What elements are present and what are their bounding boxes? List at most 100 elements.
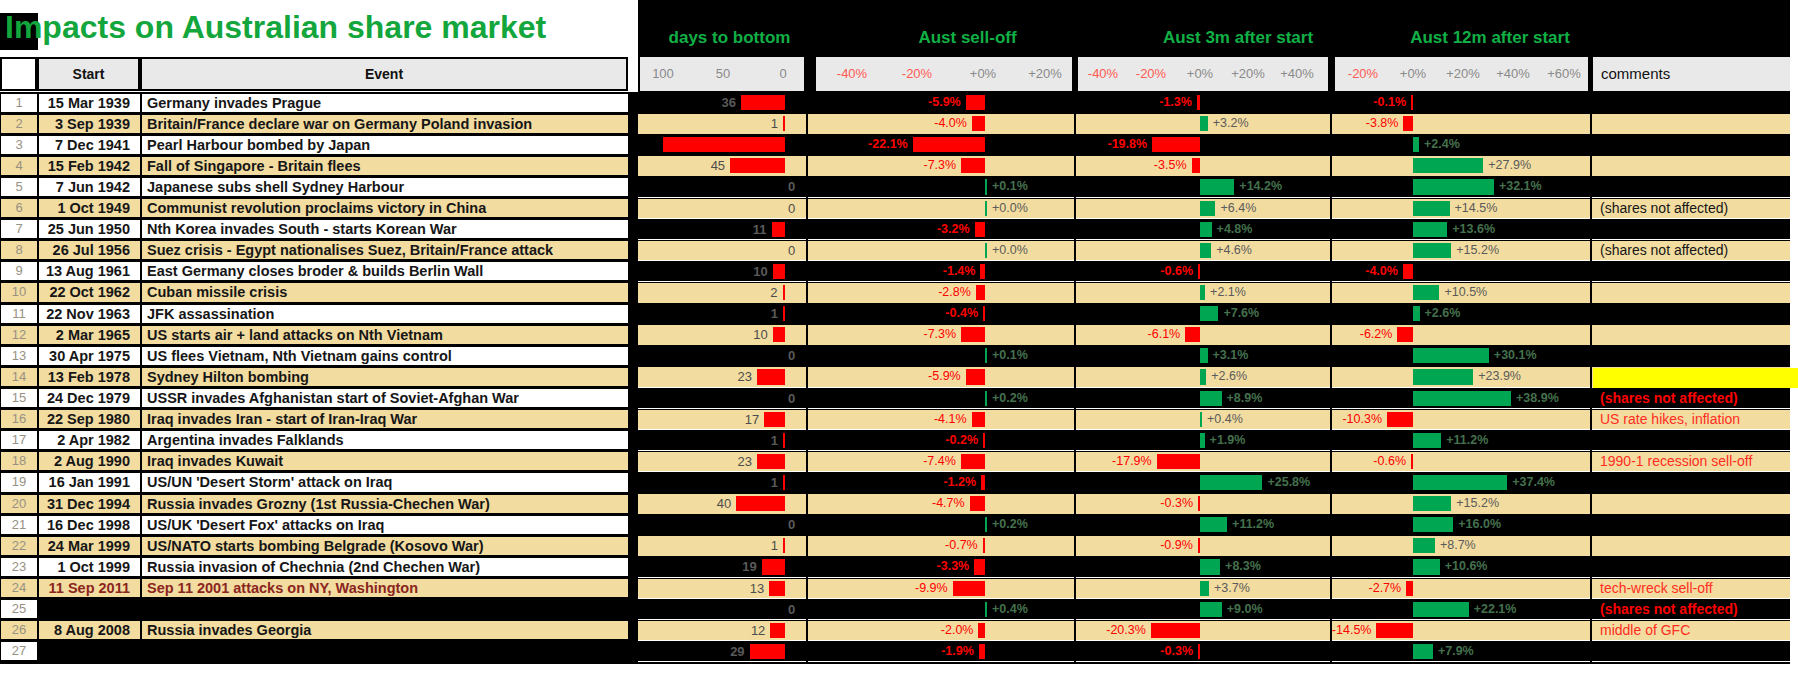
event-cell[interactable]: US starts air + land attacks on Nth Viet… (142, 326, 628, 344)
sell-label: -5.9% (906, 92, 961, 113)
days-label: 17 (719, 409, 759, 430)
table-row: 1122 Nov 1963JFK assassination (0, 303, 638, 324)
m3-label: -0.6% (1138, 261, 1193, 282)
row-number: 24 (1, 579, 37, 597)
comment-cell[interactable]: tech-wreck sell-off (1600, 578, 1795, 599)
comment-cell[interactable]: 1990-1 recession sell-off (1600, 451, 1795, 472)
event-cell[interactable]: Sydney Hilton bombing (142, 368, 628, 386)
m3-label: +14.2% (1239, 176, 1282, 197)
date-cell[interactable]: 15 Mar 1939 (39, 94, 140, 112)
page-title: Impacts on Australian share market (5, 9, 639, 55)
event-cell[interactable]: Japanese subs shell Sydney Harbour (142, 178, 628, 196)
event-cell[interactable]: US/UN 'Desert Storm' attack on Iraq (142, 473, 628, 491)
comment-cell[interactable]: (shares not affected) (1600, 388, 1795, 409)
date-cell[interactable]: 16 Jan 1991 (39, 473, 140, 491)
comment-cell[interactable]: middle of GFC (1600, 620, 1795, 641)
m12-label: +22.1% (1474, 599, 1517, 620)
days-bar (773, 327, 785, 342)
chart-row-band (638, 155, 1790, 176)
sell-bar (985, 179, 987, 194)
event-cell[interactable]: Pearl Harbour bombed by Japan (142, 136, 628, 154)
event-cell[interactable]: Argentina invades Falklands (142, 431, 628, 449)
date-cell[interactable]: 24 Mar 1999 (39, 537, 140, 555)
date-cell[interactable]: 22 Sep 1980 (39, 410, 140, 428)
date-cell[interactable]: 15 Feb 1942 (39, 157, 140, 175)
event-cell[interactable]: Suez crisis - Egypt nationalises Suez, B… (142, 241, 628, 259)
event-cell[interactable]: Fall of Singapore - Britain flees (142, 157, 628, 175)
event-cell[interactable]: East Germany closes broder & builds Berl… (142, 262, 628, 280)
m12-bar (1413, 137, 1419, 152)
event-cell[interactable]: US/UK 'Desert Fox' attacks on Iraq (142, 516, 628, 534)
event-cell[interactable]: Russia invades Georgia (142, 621, 628, 639)
m3-bar (1200, 222, 1212, 237)
date-cell[interactable]: 30 Apr 1975 (39, 347, 140, 365)
header-event: Event (140, 57, 628, 91)
sell-bar (985, 602, 987, 617)
date-cell[interactable]: 2 Mar 1965 (39, 326, 140, 344)
date-cell[interactable]: 1 Oct 1949 (39, 199, 140, 217)
date-cell[interactable]: 22 Oct 1962 (39, 283, 140, 301)
date-cell[interactable]: 25 Jun 1950 (39, 220, 140, 238)
date-cell[interactable]: 31 Dec 1994 (39, 495, 140, 513)
m3-bar (1200, 179, 1234, 194)
days-bar (757, 454, 785, 469)
date-cell[interactable]: 13 Aug 1961 (39, 262, 140, 280)
m3-label: +1.9% (1210, 430, 1246, 451)
date-cell[interactable]: 11 Sep 2011 (39, 579, 140, 597)
days-label: 36 (696, 92, 736, 113)
m12-label: -2.7% (1346, 578, 1401, 599)
date-cell[interactable]: 7 Jun 1942 (39, 178, 140, 196)
event-cell[interactable]: Britain/France declare war on Germany Po… (142, 115, 628, 133)
m12-bar (1413, 644, 1433, 659)
event-cell[interactable]: Nth Korea invades South - starts Korean … (142, 220, 628, 238)
sell-label: +0.2% (992, 514, 1028, 535)
sell-bar (961, 158, 985, 173)
date-cell[interactable]: 2 Aug 1990 (39, 452, 140, 470)
date-cell[interactable]: 2 Apr 1982 (39, 431, 140, 449)
date-cell[interactable]: 13 Feb 1978 (39, 368, 140, 386)
days-label: 29 (705, 641, 745, 662)
m3-bar (1200, 243, 1211, 258)
m3-bar (1198, 538, 1200, 553)
comment-cell[interactable]: (shares not affected) (1600, 599, 1795, 620)
comment-cell[interactable]: (shares not affected) (1600, 198, 1795, 219)
date-cell[interactable]: 24 Dec 1979 (39, 389, 140, 407)
date-cell[interactable] (39, 642, 140, 660)
event-cell[interactable]: JFK assassination (142, 305, 628, 323)
days-label: 1 (738, 430, 778, 451)
event-cell[interactable]: US/NATO starts bombing Belgrade (Kosovo … (142, 537, 628, 555)
date-cell[interactable]: 26 Jul 1956 (39, 241, 140, 259)
row-number: 5 (1, 178, 37, 196)
event-cell[interactable]: Russia invasion of Chechnia (2nd Chechen… (142, 558, 628, 576)
m3-bar (1200, 602, 1222, 617)
date-cell[interactable]: 3 Sep 1939 (39, 115, 140, 133)
column-separator (1590, 92, 1592, 662)
event-cell[interactable] (142, 600, 628, 618)
event-cell[interactable] (142, 642, 628, 660)
event-cell[interactable]: Germany invades Prague (142, 94, 628, 112)
event-cell[interactable]: USSR invades Afghanistan start of Soviet… (142, 389, 628, 407)
event-cell[interactable]: Communist revolution proclaims victory i… (142, 199, 628, 217)
row-number: 23 (1, 558, 37, 576)
row-number: 12 (1, 326, 37, 344)
m12-bar (1413, 433, 1441, 448)
event-cell[interactable]: Iraq invades Iran - start of Iran-Iraq W… (142, 410, 628, 428)
event-cell[interactable]: Russia invades Grozny (1st Russia-Cheche… (142, 495, 628, 513)
event-cell[interactable]: Cuban missile crisis (142, 283, 628, 301)
m12-bar (1413, 348, 1489, 363)
date-cell[interactable] (39, 600, 140, 618)
event-cell[interactable]: Iraq invades Kuwait (142, 452, 628, 470)
date-cell[interactable]: 1 Oct 1999 (39, 558, 140, 576)
comment-cell[interactable]: US rate hikes, inflation (1600, 409, 1795, 430)
axis-tick: 100 (638, 57, 688, 91)
m3-label: +3.7% (1214, 578, 1250, 599)
m12-bar (1413, 517, 1453, 532)
sell-label: -0.4% (923, 303, 978, 324)
date-cell[interactable]: 8 Aug 2008 (39, 621, 140, 639)
date-cell[interactable]: 22 Nov 1963 (39, 305, 140, 323)
event-cell[interactable]: Sep 11 2001 attacks on NY, Washington (142, 579, 628, 597)
event-cell[interactable]: US flees Vietnam, Nth Vietnam gains cont… (142, 347, 628, 365)
date-cell[interactable]: 16 Dec 1998 (39, 516, 140, 534)
date-cell[interactable]: 7 Dec 1941 (39, 136, 140, 154)
comment-cell[interactable]: (shares not affected) (1600, 240, 1795, 261)
